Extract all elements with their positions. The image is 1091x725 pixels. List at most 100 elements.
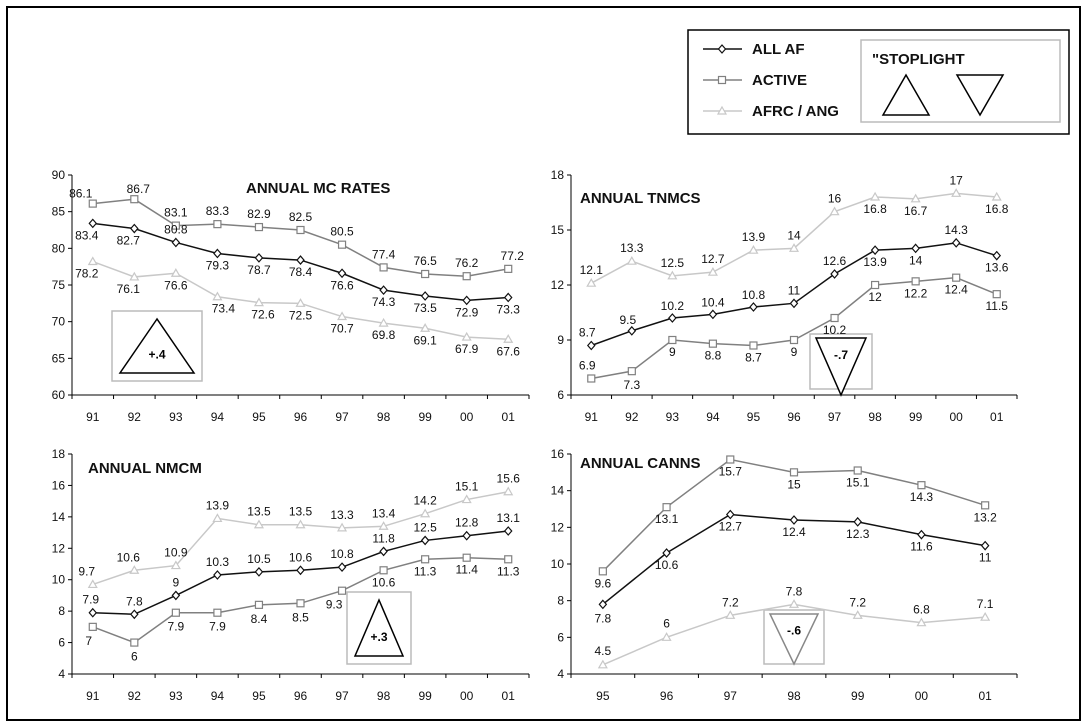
data-label: 72.6 — [251, 308, 275, 322]
data-label: 16.7 — [904, 204, 928, 218]
data-label: 15.7 — [719, 465, 743, 479]
data-point — [667, 270, 678, 280]
data-label: 78.2 — [75, 267, 99, 281]
data-label: 76.1 — [117, 282, 141, 296]
y-tick-label: 8 — [58, 604, 65, 618]
y-tick-label: 12 — [551, 520, 565, 534]
data-point — [213, 608, 222, 617]
x-tick-label: 01 — [990, 410, 1004, 424]
chart-panel-1: 60 65 70 75 80 85 90 91 92 93 94 95 96 97 98 99 00 01 ANNU… — [52, 168, 530, 424]
chart-panel-4: 4 6 8 10 12 14 16 95 96 97 98 99 00 01 ANNUAL CANNS -.6… — [551, 447, 1018, 703]
data-point — [870, 245, 880, 256]
data-point — [910, 193, 921, 203]
data-label: 10.3 — [206, 555, 230, 569]
x-tick-label: 94 — [211, 410, 225, 424]
data-label: 6 — [663, 616, 670, 630]
x-tick-label: 92 — [625, 410, 639, 424]
data-label: 12.8 — [455, 516, 479, 530]
x-tick-label: 91 — [86, 689, 100, 703]
data-label: 73.5 — [413, 301, 437, 315]
data-point — [668, 313, 677, 323]
legend-marker-diamond — [717, 44, 727, 54]
data-point — [87, 256, 98, 266]
data-label: 12 — [868, 290, 882, 304]
y-tick-label: 10 — [52, 573, 66, 587]
data-point — [213, 248, 222, 259]
data-label: 15.1 — [455, 480, 479, 494]
data-point — [503, 334, 514, 343]
data-point — [504, 555, 513, 564]
data-point — [420, 535, 430, 546]
data-point — [212, 291, 223, 301]
y-tick-label: 14 — [551, 484, 565, 498]
stoplight-down-icon — [768, 613, 820, 666]
y-tick-label: 65 — [52, 351, 66, 365]
series-active: 9.6 13.1 15.7 15 15.1 14.3 13.2 — [595, 455, 997, 590]
x-tick-label: 01 — [978, 689, 992, 703]
data-label: 11.4 — [455, 563, 478, 577]
data-label: 13.2 — [973, 510, 997, 524]
y-tick-label: 6 — [557, 630, 564, 644]
data-label: 9 — [173, 575, 180, 589]
data-point — [254, 222, 264, 232]
y-tick-label: 15 — [551, 223, 565, 237]
data-label: 16.8 — [863, 202, 887, 216]
y-tick-label: 4 — [557, 667, 564, 681]
data-label: 7.2 — [849, 595, 866, 609]
data-point — [378, 521, 389, 530]
data-point — [295, 298, 306, 307]
x-tick-label: 00 — [950, 410, 964, 424]
data-label: 7.3 — [623, 378, 640, 392]
data-point — [627, 367, 636, 376]
data-point — [420, 323, 431, 332]
data-point — [462, 295, 471, 306]
data-label: 9.6 — [595, 576, 612, 590]
y-tick-label: 14 — [52, 510, 66, 524]
x-tick-label: 99 — [418, 410, 432, 424]
data-label: 70.7 — [330, 322, 354, 336]
data-point — [708, 339, 718, 348]
data-label: 4.5 — [595, 644, 612, 658]
stoplight-label: -.6 — [787, 623, 801, 637]
data-label: 73.4 — [212, 302, 236, 316]
data-point — [337, 562, 347, 573]
stoplight-up-icon — [881, 73, 931, 116]
series-active: 6.9 7.3 9 8.8 8.7 9 10.2 12 12.2 12.4 11.5 — [579, 273, 1008, 392]
stoplight-down-icon — [955, 74, 1005, 117]
data-label: 82.9 — [247, 207, 271, 221]
data-point — [951, 188, 962, 197]
data-label: 12.7 — [701, 252, 725, 266]
data-point — [130, 223, 139, 234]
data-point — [421, 269, 430, 279]
data-label: 14 — [909, 253, 923, 267]
data-point — [504, 264, 513, 273]
stoplight: -.6 — [763, 609, 825, 666]
data-point — [253, 297, 264, 307]
data-point — [917, 529, 926, 540]
data-label: 12.5 — [661, 256, 685, 270]
data-point — [420, 508, 431, 518]
data-point — [597, 659, 608, 669]
x-tick-label: 94 — [706, 410, 720, 424]
data-point — [296, 599, 305, 608]
data-point — [171, 237, 181, 248]
data-label: 11 — [788, 283, 801, 297]
x-tick-label: 93 — [169, 689, 183, 703]
data-point — [980, 611, 991, 621]
data-label: 74.3 — [372, 295, 396, 309]
series-active: 7 6 7.9 7.9 8.4 8.5 9.3 10.6 11.3 11.4 11.3 — [85, 553, 520, 664]
legend-label: AFRC / ANG — [752, 103, 839, 120]
data-point — [170, 560, 181, 570]
legend-marker-square — [717, 75, 727, 85]
data-point — [171, 590, 181, 601]
data-point — [170, 268, 181, 277]
y-tick-label: 6 — [58, 636, 65, 650]
data-label: 13.1 — [497, 511, 521, 525]
data-point — [829, 206, 840, 216]
x-tick-label: 98 — [868, 410, 882, 424]
data-label: 13.6 — [985, 261, 1009, 275]
x-tick-label: 00 — [460, 689, 474, 703]
y-tick-label: 75 — [52, 278, 66, 292]
